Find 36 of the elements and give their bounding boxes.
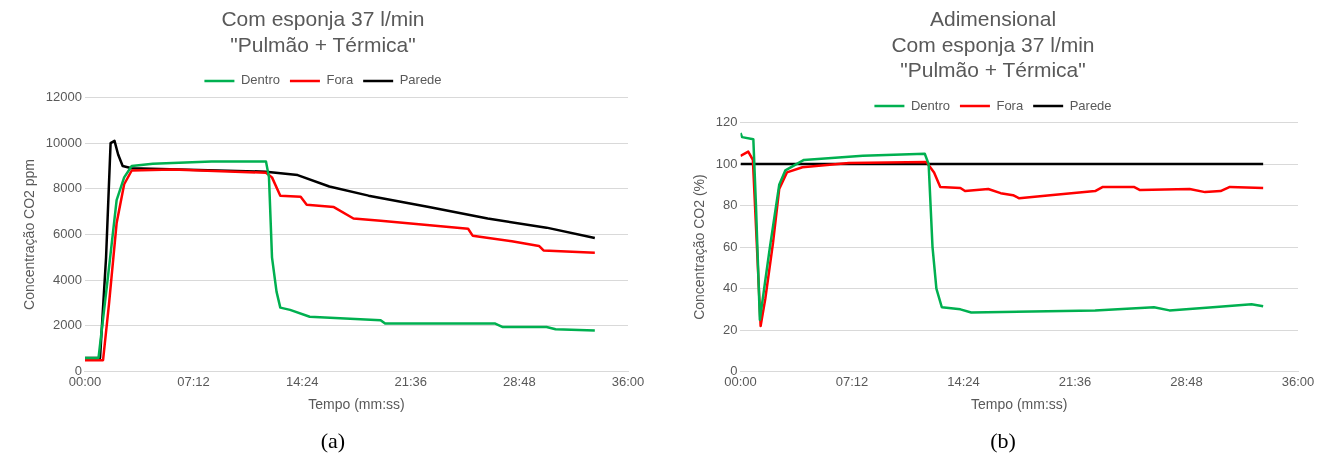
x-tick-label: 14:24	[947, 373, 980, 389]
y-tick-label: 60	[723, 238, 738, 254]
legend-label: Parede	[1069, 97, 1112, 113]
x-tick-label: 28:48	[503, 373, 536, 389]
y-tick-label: 6000	[53, 226, 82, 242]
x-tick-label: 36:00	[1281, 373, 1315, 389]
x-tick-label: 36:00	[611, 373, 645, 389]
x-tick-label: 07:12	[177, 373, 210, 389]
x-tick-label: 07:12	[835, 373, 869, 389]
y-tick-label: 4000	[53, 271, 82, 287]
legend-label: Dentro	[910, 97, 950, 113]
y-tick-label: 2000	[53, 317, 82, 333]
x-axis-title: Tempo (mm:ss)	[971, 396, 1068, 413]
chart-title: Com esponja 37 l/min "Pulmão + Térmica"	[221, 7, 425, 56]
y-tick-label: 120	[715, 114, 738, 130]
x-tick-label: 28:48	[1170, 373, 1203, 389]
x-tick-label: 21:36	[394, 373, 428, 389]
chart-title: Adimensional Com esponja 37 l/min "Pulmão + Térmica"	[891, 7, 1095, 81]
y-tick-label: 40	[723, 280, 738, 296]
y-tick-label: 10000	[45, 134, 82, 150]
y-axis-title: Concentração CO2 (%)	[691, 174, 708, 320]
x-tick-label: 21:36	[1058, 373, 1092, 389]
x-axis-title: Tempo (mm:ss)	[308, 396, 405, 413]
x-tick-label: 14:24	[285, 373, 319, 389]
y-tick-label: 8000	[53, 180, 82, 196]
y-tick-label: 80	[723, 197, 738, 213]
text: (a)	[320, 428, 346, 454]
legend-label: Dentro	[240, 72, 280, 88]
legend-label: Fora	[326, 72, 354, 88]
y-tick-label: 100	[715, 155, 738, 171]
y-axis-title: Concentração CO2 ppm	[21, 159, 38, 310]
legend-label: Parede	[399, 72, 442, 88]
y-tick-label: 12000	[45, 88, 82, 104]
legend-label: Fora	[996, 97, 1024, 113]
text: (b)	[990, 428, 1016, 454]
y-tick-label: 20	[723, 321, 738, 337]
